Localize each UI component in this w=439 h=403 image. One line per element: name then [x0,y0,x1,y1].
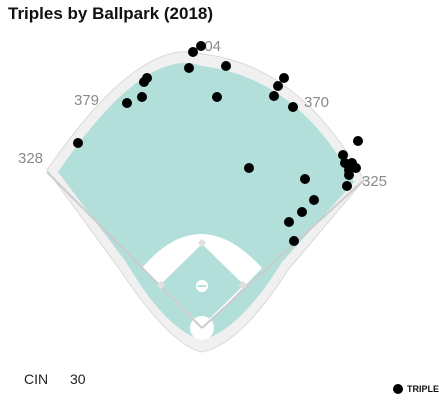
triple-point [300,174,310,184]
triple-point [288,102,298,112]
triple-point [269,91,279,101]
triple-point [122,98,132,108]
triple-point [353,136,363,146]
triple-point [212,92,222,102]
triple-point [297,207,307,217]
triple-point [188,47,198,57]
third-base [156,280,166,290]
triple-point [309,195,319,205]
triple-point [344,170,354,180]
team-name: CIN [24,371,49,387]
triple-point [221,61,231,71]
triple-point [139,77,149,87]
triple-point [342,181,352,191]
team-stat: CIN 30 [24,371,86,387]
triple-point [73,138,83,148]
second-base [197,238,207,248]
outfield-grass [58,63,354,341]
triple-point [184,63,194,73]
triple-point [273,81,283,91]
legend: TRIPLE [393,384,439,394]
legend-label: TRIPLE [407,384,439,394]
first-base [238,280,248,290]
triple-point [289,236,299,246]
distance-left-line: 328 [18,150,43,167]
chart-title: Triples by Ballpark (2018) [8,4,214,23]
triple-points [73,41,363,246]
triple-point [284,217,294,227]
legend-dot [393,384,403,394]
triple-point [137,92,147,102]
distance-left-center: 379 [74,92,99,109]
distance-right-center: 370 [304,94,329,111]
team-triples-count: 30 [70,371,86,387]
pitchers-rubber [198,285,206,287]
right-foul-line [201,179,365,329]
left-foul-line [46,171,203,329]
triple-point [244,163,254,173]
triple-point [279,73,289,83]
triple-point [338,150,348,160]
triple-point [196,41,206,51]
distance-right-line: 325 [362,173,387,190]
